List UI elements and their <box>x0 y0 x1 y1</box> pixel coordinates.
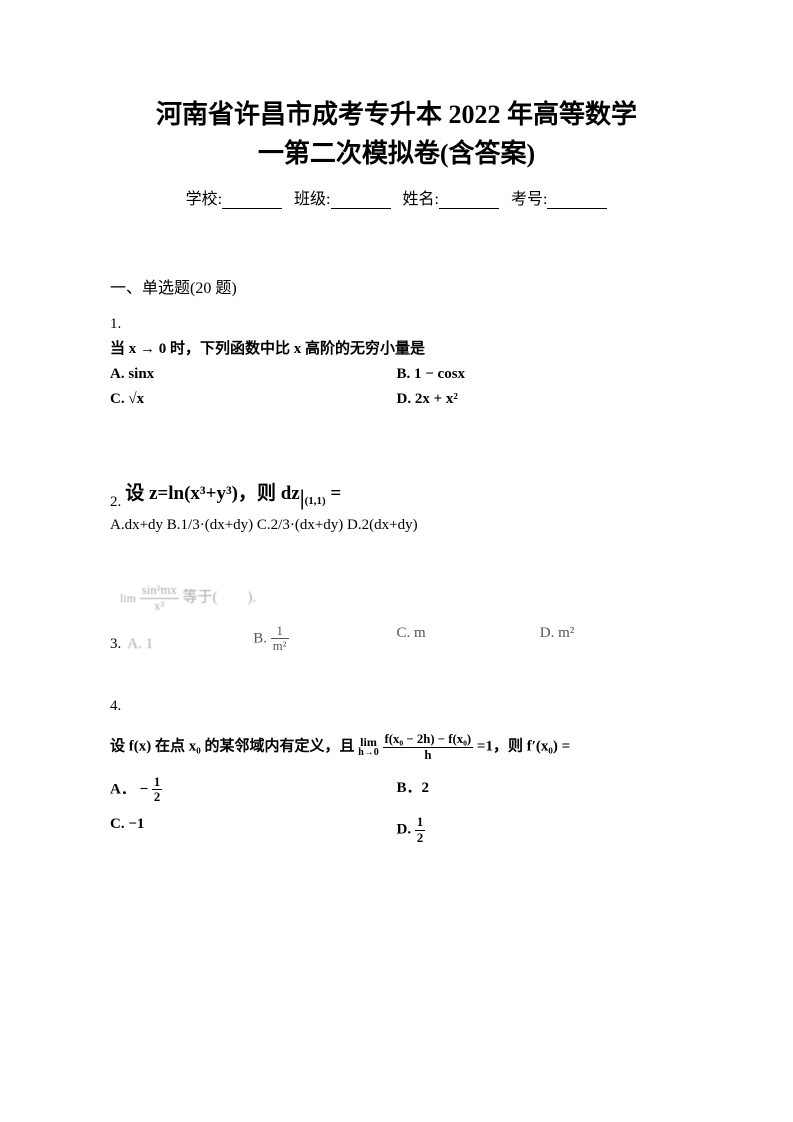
class-label: 班级: <box>294 191 330 208</box>
q3-optb-bot: m² <box>271 639 289 653</box>
q1-options: A. sinx B. 1 − cosx C. √x D. 2x + x² <box>110 366 683 408</box>
q4-optd-bot: 2 <box>415 831 425 845</box>
q4-number: 4. <box>110 698 683 715</box>
class-blank <box>331 191 391 209</box>
q3-frac-bot: x² <box>140 599 179 613</box>
q2-options: A.dx+dy B.1/3·(dx+dy) C.2/3·(dx+dy) D.2(… <box>110 517 683 534</box>
question-3: lim sin²mx x² 等于( ). 3. A. 1 B. 1 m² <box>110 584 683 653</box>
q4-option-d: D. 1 2 <box>397 816 684 845</box>
q3-options: 3. A. 1 B. 1 m² C. m D. m² <box>110 625 683 654</box>
q4-opta-sign: − <box>140 781 149 797</box>
question-2: 2. 设 z=ln(x³+y³)，则 dz|(1,1) = A.dx+dy B.… <box>110 478 683 534</box>
school-label: 学校: <box>186 191 222 208</box>
q1-text: 当 x → 0 时，下列函数中比 x 高阶的无穷小量是 <box>110 337 683 358</box>
q3-frac-top: sin²mx <box>140 584 179 599</box>
q4-options: A． − 1 2 B．2 C. −1 D. 1 2 <box>110 776 683 845</box>
q4-option-c: C. −1 <box>110 816 397 845</box>
q2-formula: 设 z=ln(x³+y³)，则 dz|(1,1) = <box>125 478 341 511</box>
q4-text-prefix: 设 f(x) 在点 x₀ 的某邻域内有定义，且 <box>110 739 354 755</box>
q3-formula: lim sin²mx x² 等于( ). <box>120 584 683 613</box>
q4-text-suffix: =1，则 f′(x₀) = <box>477 739 570 755</box>
q4-frac-bot: h <box>383 748 474 762</box>
name-blank <box>439 191 499 209</box>
q4-optd-top: 1 <box>415 816 425 831</box>
q4-option-a: A． − 1 2 <box>110 776 397 805</box>
question-4: 4. 设 f(x) 在点 x₀ 的某邻域内有定义，且 lim h→0 f(x₀ … <box>110 698 683 845</box>
q4-option-b: B．2 <box>397 776 684 805</box>
q3-option-c: C. m <box>397 625 540 654</box>
q1-number: 1. <box>110 316 683 333</box>
name-label: 姓名: <box>403 191 439 208</box>
q4-opta-label: A． <box>110 781 136 797</box>
number-blank <box>547 191 607 209</box>
q4-frac-top: f(x₀ − 2h) − f(x₀) <box>383 733 474 748</box>
q4-lim-sub: h→0 <box>358 748 379 758</box>
title-line-2: 一第二次模拟卷(含答案) <box>110 134 683 173</box>
q4-optd-label: D. <box>397 822 412 838</box>
q3-optb-top: 1 <box>271 625 289 640</box>
section-title: 一、单选题(20 题) <box>110 274 683 298</box>
q1-option-c: C. √x <box>110 391 397 408</box>
title-line-1: 河南省许昌市成考专升本 2022 年高等数学 <box>110 95 683 134</box>
q3-formula-suffix: 等于( ). <box>183 590 257 606</box>
q3-optb-label: B. <box>253 630 267 646</box>
info-line: 学校: 班级: 姓名: 考号: <box>110 185 683 209</box>
q3-option-b: B. 1 m² <box>253 625 396 654</box>
q4-opta-top: 1 <box>152 776 162 791</box>
school-blank <box>222 191 282 209</box>
number-label: 考号: <box>511 191 547 208</box>
q3-option-a: A. 1 <box>127 636 153 653</box>
q3-number: 3. <box>110 636 121 653</box>
q1-option-b: B. 1 − cosx <box>397 366 684 383</box>
q3-lim: lim <box>120 591 136 605</box>
q2-formula-suffix: = <box>326 483 342 504</box>
q1-option-d: D. 2x + x² <box>397 391 684 408</box>
q2-number: 2. <box>110 494 121 511</box>
q4-opta-bot: 2 <box>152 790 162 804</box>
q2-formula-prefix: 设 z=ln(x³+y³)，则 dz <box>125 483 299 504</box>
q3-option-d: D. m² <box>540 625 683 654</box>
q1-option-a: A. sinx <box>110 366 397 383</box>
question-1: 1. 当 x → 0 时，下列函数中比 x 高阶的无穷小量是 A. sinx B… <box>110 316 683 408</box>
q2-sub: (1,1) <box>305 495 326 507</box>
q4-text: 设 f(x) 在点 x₀ 的某邻域内有定义，且 lim h→0 f(x₀ − 2… <box>110 733 683 762</box>
